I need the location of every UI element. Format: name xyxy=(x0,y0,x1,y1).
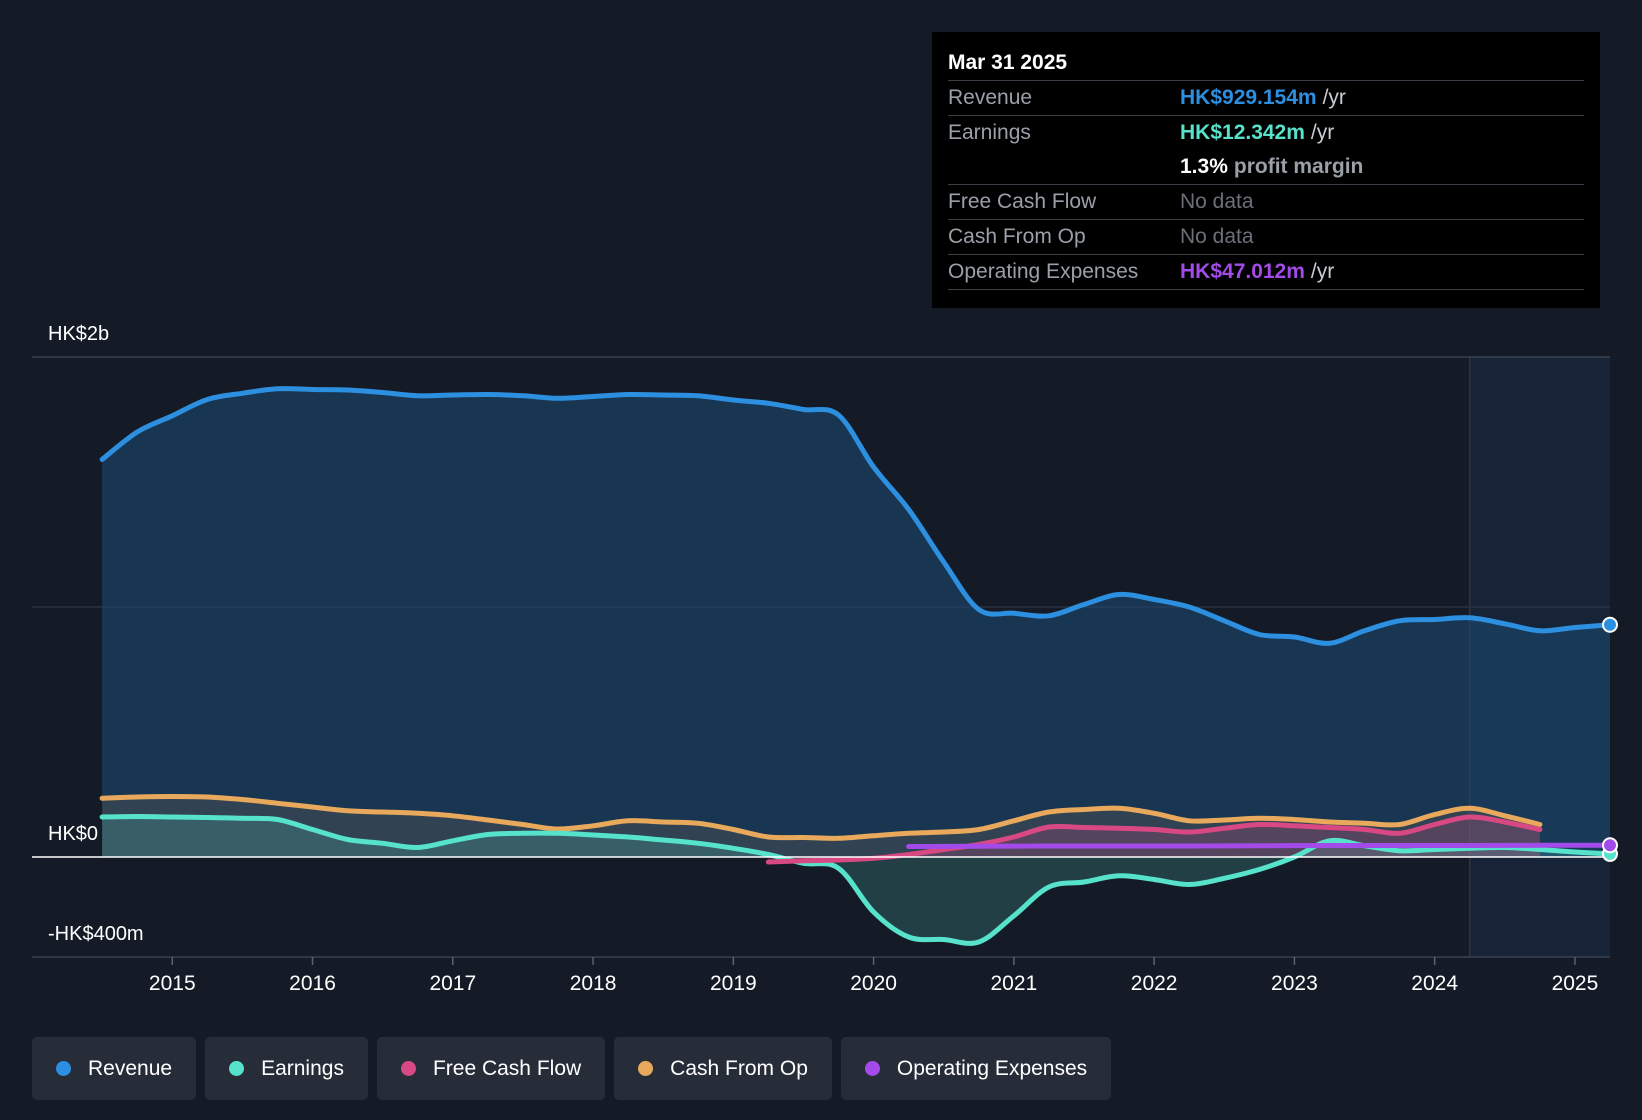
legend-label: Revenue xyxy=(88,1056,173,1080)
revenue-dot-icon xyxy=(56,1061,71,1076)
revenue-area xyxy=(102,388,1611,857)
legend: Revenue Earnings Free Cash Flow Cash Fro… xyxy=(32,1037,1120,1100)
legend-item-operating-expenses[interactable]: Operating Expenses xyxy=(840,1037,1112,1100)
x-tick-label: 2018 xyxy=(570,972,617,995)
tooltip-value: HK$929.154m xyxy=(1180,86,1317,109)
x-tick-label: 2020 xyxy=(850,972,897,995)
tooltip-row-revenue: Revenue HK$929.154m /yr xyxy=(948,81,1584,116)
tooltip-label: Revenue xyxy=(948,86,1033,109)
earnings-dot-icon xyxy=(229,1061,245,1076)
tooltip-row-fcf: Free Cash Flow No data xyxy=(948,185,1584,220)
tooltip-spacer xyxy=(948,150,1180,184)
legend-label: Earnings xyxy=(261,1056,344,1080)
tooltip-label: Free Cash Flow xyxy=(948,190,1097,213)
tooltip-value: No data xyxy=(1180,225,1254,248)
tooltip-label: Cash From Op xyxy=(948,225,1086,248)
tooltip-value: HK$12.342m xyxy=(1180,121,1305,144)
tooltip-value: HK$47.012m xyxy=(1180,260,1305,283)
x-tick-label: 2023 xyxy=(1271,972,1318,995)
revenue-end-marker xyxy=(1602,616,1618,633)
cash-from-op-line xyxy=(99,794,1543,841)
tooltip: Mar 31 2025 Revenue HK$929.154m /yr Earn… xyxy=(932,32,1600,308)
tooltip-unit: /yr xyxy=(1310,121,1335,144)
free-cash-flow-area xyxy=(768,816,1540,862)
tooltip-unit: /yr xyxy=(1322,86,1346,109)
end-markers xyxy=(1602,616,1618,862)
cash-from-op-dot-icon xyxy=(638,1061,654,1076)
x-tick-label: 2015 xyxy=(149,972,196,995)
x-tick-label: 2021 xyxy=(991,972,1038,995)
x-tick-label: 2016 xyxy=(289,972,336,995)
y-label-top: HK$2b xyxy=(48,323,109,345)
operating-expenses-line xyxy=(906,842,1613,849)
tooltip-label: Operating Expenses xyxy=(948,260,1139,283)
earnings-area xyxy=(102,816,1611,944)
legend-label: Free Cash Flow xyxy=(432,1056,582,1080)
tooltip-row-margin: 1.3% profit margin xyxy=(948,150,1584,185)
tooltip-label: Earnings xyxy=(948,121,1031,144)
tooltip-row-earnings: Earnings HK$12.342m /yr xyxy=(948,116,1584,150)
free-cash-flow-dot-icon xyxy=(400,1061,416,1076)
tooltip-row-opex: Operating Expenses HK$47.012m /yr xyxy=(948,255,1584,290)
tooltip-unit: /yr xyxy=(1310,260,1335,283)
tooltip-margin-pct: 1.3% xyxy=(1180,155,1228,178)
tooltip-margin-text: profit margin xyxy=(1233,155,1364,178)
x-tick-label: 2017 xyxy=(429,972,476,995)
legend-label: Operating Expenses xyxy=(896,1056,1088,1080)
x-tick-label: 2024 xyxy=(1411,972,1458,995)
y-label-bottom: -HK$400m xyxy=(48,923,144,945)
revenue-line xyxy=(99,386,1613,646)
tooltip-row-cfo: Cash From Op No data xyxy=(948,220,1584,255)
tooltip-value: No data xyxy=(1180,190,1254,213)
x-axis-ticks: 2015 2016 2017 2018 2019 2020 2021 2022 2023 2024… xyxy=(149,957,1598,995)
series-lines xyxy=(32,386,1613,946)
x-tick-label: 2019 xyxy=(710,972,757,995)
y-label-zero: HK$0 xyxy=(48,823,98,845)
tooltip-date: Mar 31 2025 xyxy=(948,46,1584,81)
x-tick-label: 2025 xyxy=(1552,972,1599,995)
cash-from-op-area xyxy=(102,796,1540,857)
legend-item-earnings[interactable]: Earnings xyxy=(205,1037,368,1100)
legend-item-free-cash-flow[interactable]: Free Cash Flow xyxy=(376,1037,606,1100)
series-areas xyxy=(102,388,1611,944)
legend-item-revenue[interactable]: Revenue xyxy=(32,1037,197,1100)
legend-label: Cash From Op xyxy=(670,1056,808,1080)
legend-item-cash-from-op[interactable]: Cash From Op xyxy=(614,1037,832,1100)
operating-expenses-dot-icon xyxy=(864,1061,880,1076)
x-tick-label: 2022 xyxy=(1131,972,1178,995)
operating-expenses-end-marker xyxy=(1602,837,1618,854)
free-cash-flow-line xyxy=(765,814,1543,865)
